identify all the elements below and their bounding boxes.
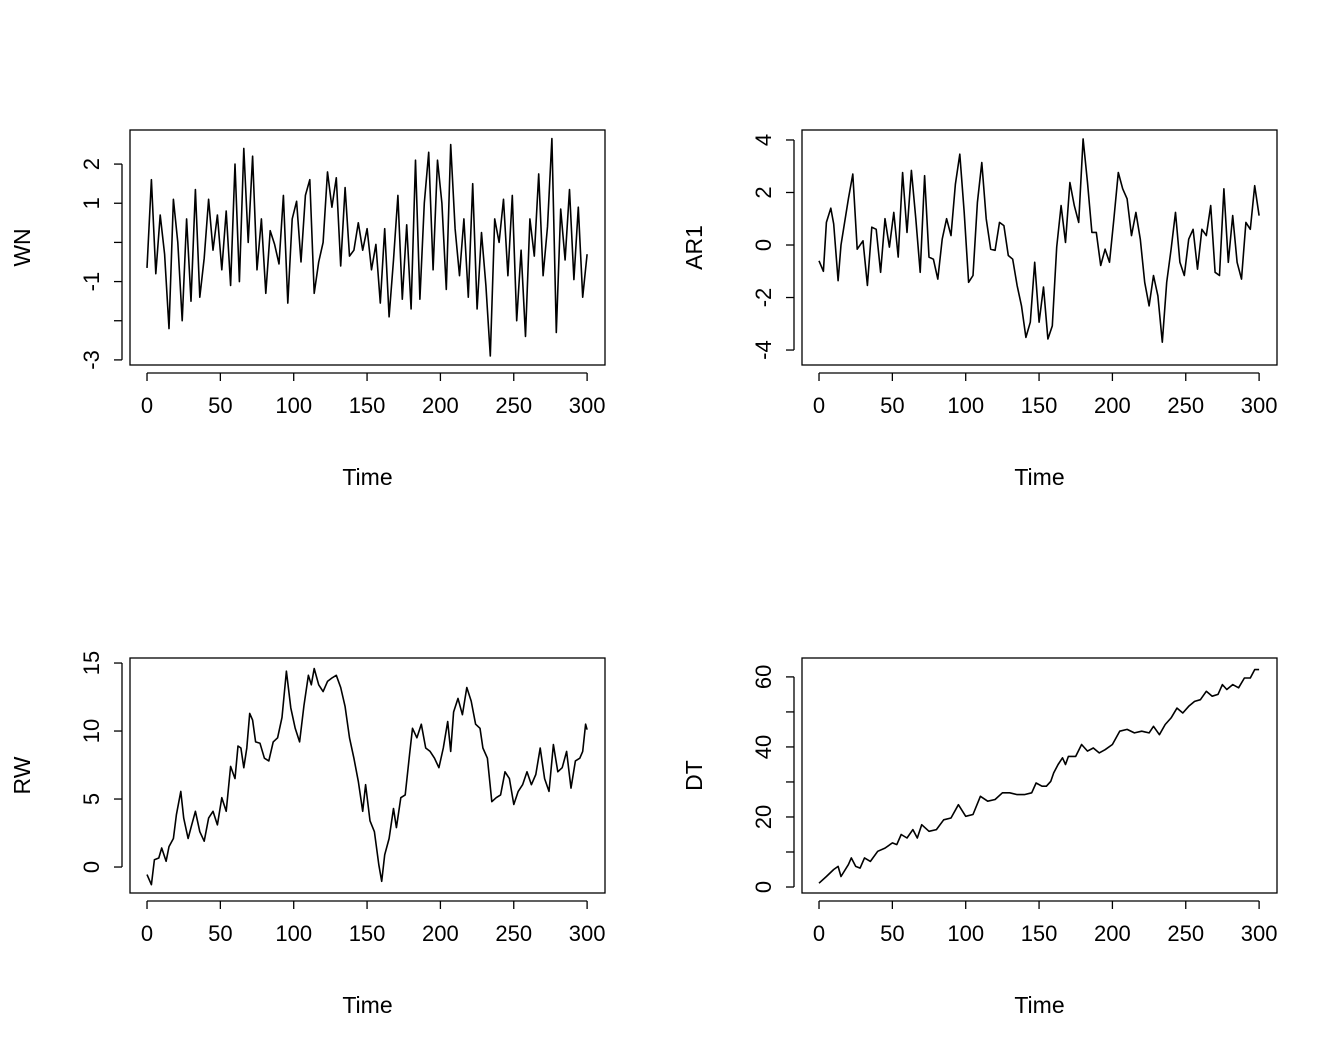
series-line-rw <box>146 667 588 886</box>
x-tick-label: 100 <box>947 921 984 946</box>
series-line-dt <box>818 668 1260 884</box>
y-tick-label: 2 <box>751 186 776 198</box>
x-tick-label: 0 <box>141 921 153 946</box>
y-tick-label: 20 <box>751 805 776 829</box>
panel-wn: 0 50 100 150 200 250 300 -3 -1 1 2 Time WN <box>9 129 606 490</box>
series-line-wn <box>146 137 588 357</box>
x-axis-title: Time <box>342 992 392 1018</box>
x-tick-label: 150 <box>349 393 386 418</box>
x-tick-label: 150 <box>1021 393 1058 418</box>
x-tick-label: 300 <box>569 393 606 418</box>
x-tick-label: 50 <box>880 921 904 946</box>
x-tick-label: 150 <box>1021 921 1058 946</box>
x-tick-label: 50 <box>208 393 232 418</box>
y-tick-label: 4 <box>751 134 776 146</box>
y-tick-label: 10 <box>79 719 104 743</box>
x-tick-label: 0 <box>813 393 825 418</box>
x-tick-label: 200 <box>422 393 459 418</box>
x-axis-title: Time <box>1014 992 1064 1018</box>
x-tick-label: 50 <box>208 921 232 946</box>
x-tick-label: 0 <box>813 921 825 946</box>
y-tick-label: -2 <box>751 288 776 308</box>
x-tick-label: 250 <box>1167 393 1204 418</box>
y-tick-label: -3 <box>79 350 104 370</box>
y-tick-label: 0 <box>751 881 776 893</box>
plot-frame <box>129 657 606 894</box>
y-axis-title: WN <box>9 228 35 266</box>
x-tick-label: 150 <box>349 921 386 946</box>
y-tick-label: 5 <box>79 793 104 805</box>
y-tick-label: 0 <box>79 861 104 873</box>
x-tick-label: 200 <box>1094 921 1131 946</box>
y-tick-label: 0 <box>751 239 776 251</box>
x-tick-label: 50 <box>880 393 904 418</box>
x-tick-label: 0 <box>141 393 153 418</box>
y-tick-label: 1 <box>79 197 104 209</box>
y-axis-title: RW <box>9 756 35 794</box>
y-tick-label: -1 <box>79 272 104 292</box>
panel-rw: 0 50 100 150 200 250 300 0 5 10 15 Time RW <box>9 651 606 1018</box>
x-tick-label: 300 <box>1241 393 1278 418</box>
y-tick-label: 2 <box>79 158 104 170</box>
x-tick-label: 300 <box>1241 921 1278 946</box>
x-tick-label: 100 <box>275 393 312 418</box>
plot-frame <box>801 657 1278 894</box>
y-tick-label: 40 <box>751 735 776 759</box>
y-axis-title: AR1 <box>681 225 707 270</box>
x-tick-label: 300 <box>569 921 606 946</box>
x-tick-label: 200 <box>1094 393 1131 418</box>
x-axis-title: Time <box>1014 464 1064 490</box>
x-axis-title: Time <box>342 464 392 490</box>
x-tick-label: 250 <box>495 393 532 418</box>
y-axis-title: DT <box>681 760 707 791</box>
plot-frame <box>129 129 606 366</box>
x-tick-label: 250 <box>1167 921 1204 946</box>
y-tick-label: -4 <box>751 340 776 360</box>
panel-dt: 0 50 100 150 200 250 300 0 20 40 60 Time DT <box>681 657 1278 1018</box>
y-tick-label: 60 <box>751 665 776 689</box>
x-tick-label: 200 <box>422 921 459 946</box>
x-tick-label: 100 <box>947 393 984 418</box>
y-tick-label: 15 <box>79 651 104 675</box>
x-tick-label: 250 <box>495 921 532 946</box>
x-tick-label: 100 <box>275 921 312 946</box>
panel-ar1: 0 50 100 150 200 250 300 -4 -2 0 2 4 Time AR1 <box>681 129 1278 490</box>
series-line-ar1 <box>818 138 1260 343</box>
plot-frame <box>801 129 1278 366</box>
